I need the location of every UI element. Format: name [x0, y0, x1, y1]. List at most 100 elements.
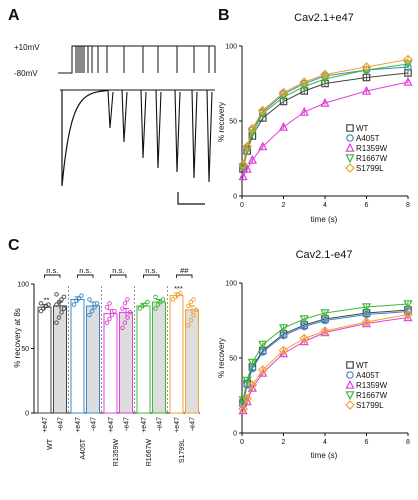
x-tick-label: 6: [365, 439, 369, 446]
legend-label: R1667W: [356, 154, 388, 163]
significance-bracket: [143, 274, 160, 278]
data-point: [104, 304, 110, 310]
trace-decay: [61, 90, 109, 187]
recovery-spike: [174, 89, 181, 173]
data-point: [127, 310, 133, 315]
data-point: [320, 97, 330, 107]
data-point: [299, 315, 309, 325]
legend-marker: [345, 163, 355, 173]
voltage-label-high: +10mV: [14, 43, 40, 52]
legend-label: A405T: [356, 134, 380, 143]
chart-b1-ylabel: % recovery: [217, 102, 226, 142]
data-point: [257, 365, 268, 375]
legend-marker: [345, 142, 355, 152]
chart-b2-ylabel: % recovery: [217, 338, 226, 378]
data-point: [278, 121, 289, 131]
data-point: [59, 297, 64, 302]
legend-marker: [346, 371, 354, 379]
chart-b2-plot: 0 2 4 6 8 0 50 100: [225, 281, 413, 446]
chart-recovery-bars: % recovery at 8s 0 50 100 +e47 -e47 +e47 -e47 +…: [13, 266, 200, 466]
y-tick-label: 100: [225, 281, 237, 288]
bar: [103, 313, 118, 414]
x-tick-label: 8: [406, 202, 410, 209]
legend-marker: [345, 391, 355, 401]
data-point: [120, 325, 125, 331]
data-point: [238, 404, 248, 414]
data-point: [107, 301, 112, 306]
data-point: [242, 376, 252, 386]
data-point: [137, 306, 143, 311]
data-point: [89, 308, 95, 314]
data-point: [107, 316, 112, 322]
bar: [136, 305, 151, 414]
data-point: [361, 317, 372, 327]
significance-label: n.s.: [145, 266, 157, 275]
data-point: [38, 301, 44, 306]
data-point: [153, 294, 158, 300]
data-point: [160, 297, 166, 302]
recovery-spike: [191, 89, 198, 179]
y-tick-label: 0: [233, 431, 237, 438]
recovery-spike: [155, 89, 162, 169]
x-tick-label: 0: [240, 439, 244, 446]
data-point: [242, 141, 253, 152]
y-tick-label: 50: [21, 346, 29, 353]
data-point: [320, 309, 330, 319]
data-point: [242, 393, 253, 404]
data-point: [188, 317, 194, 323]
bar: [86, 305, 100, 414]
legend-marker: [345, 400, 355, 410]
legend-marker: [346, 361, 354, 369]
category-label: +e47: [75, 417, 82, 433]
group-label: A405T: [80, 438, 87, 459]
data-point: [299, 333, 310, 344]
bar: [169, 295, 184, 414]
data-point: [242, 163, 252, 173]
category-label: -e47: [157, 417, 164, 431]
voltage-label-low: -80mV: [14, 69, 38, 78]
chart-c-plot: 0 50 100 +e47 -e47 +e47 -e47 +e47 -e47 +e47 -e47 +e…: [17, 266, 200, 466]
data-point: [299, 77, 310, 87]
data-point: [153, 306, 158, 311]
within-significance: **: [44, 296, 50, 305]
legend-label: A405T: [356, 371, 380, 380]
data-point: [257, 105, 268, 116]
data-point: [362, 73, 371, 82]
category-label: +e47: [108, 417, 115, 433]
data-point: [186, 303, 191, 309]
legend-label: S1799L: [356, 164, 384, 173]
group-label: R1359W: [113, 439, 120, 467]
data-point: [191, 297, 196, 302]
data-point: [61, 306, 67, 311]
recovery-spike: [121, 89, 128, 143]
data-point: [178, 290, 183, 296]
significance-label: n.s.: [79, 266, 91, 275]
chart-cav21-plus-e47: Cav2.1+e47 time (s) % recovery 0 2 4 6 8 0 50 1…: [217, 12, 413, 224]
data-point: [247, 358, 257, 368]
data-point: [54, 320, 59, 325]
legend-label: R1359W: [356, 144, 388, 153]
x-tick-label: 8: [406, 439, 410, 446]
data-point: [186, 323, 191, 328]
scale-bar: [177, 192, 205, 205]
data-point: [278, 87, 289, 98]
data-point: [104, 320, 110, 325]
data-point: [87, 312, 92, 318]
data-point: [247, 154, 257, 164]
data-point: [238, 159, 248, 170]
data-point: [74, 298, 79, 304]
data-point: [145, 299, 150, 305]
data-point: [247, 123, 258, 134]
legend-label: S1799L: [356, 401, 384, 410]
data-point: [403, 309, 413, 320]
data-point: [238, 171, 248, 181]
data-point: [188, 299, 194, 305]
data-point: [258, 141, 268, 151]
data-point: [403, 54, 413, 65]
data-point: [361, 303, 372, 313]
current-trace: [60, 89, 215, 187]
